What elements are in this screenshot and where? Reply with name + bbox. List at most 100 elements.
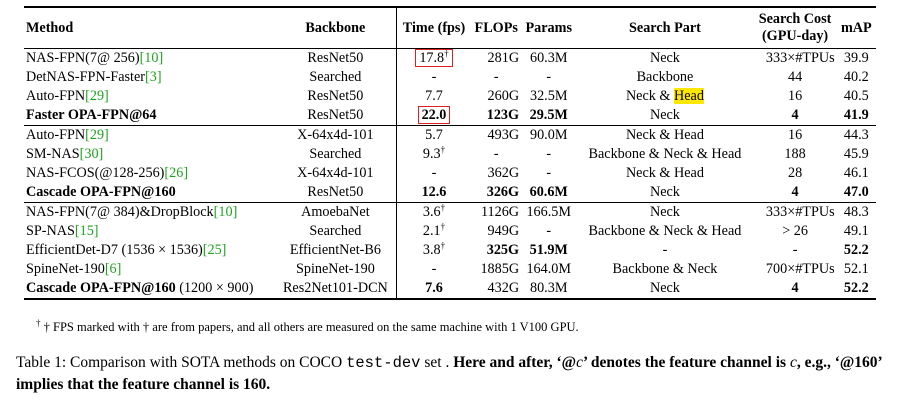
header-search-cost: Search Cost (GPU-day) xyxy=(753,6,837,49)
search-part-cell: Backbone & Neck xyxy=(612,261,718,277)
search-part-cell: Neck xyxy=(576,279,754,300)
map-cell: 52.2 xyxy=(836,279,876,300)
table-row: Cascade OPA-FPN@160 (1200 × 900) Res2Net… xyxy=(24,279,876,300)
caption-code: test-dev xyxy=(346,354,421,372)
backbone-cell: X-64x4d-101 xyxy=(275,125,397,145)
citation-link[interactable]: [29] xyxy=(85,88,109,104)
time-cell: - xyxy=(431,69,437,85)
caption-lead: Table 1: Comparison with SOTA methods on… xyxy=(16,354,343,371)
search-cost-cell: 188 xyxy=(784,146,806,162)
citation-link[interactable]: [6] xyxy=(104,261,122,277)
params-cell: - xyxy=(546,69,552,85)
flops-cell: 949G xyxy=(487,223,520,239)
method-cell: SM-NAS[30] xyxy=(26,146,104,162)
backbone-cell: ResNet50 xyxy=(275,87,397,106)
search-cost-cell: 44 xyxy=(787,69,803,85)
flops-cell: 362G xyxy=(487,165,520,181)
header-search-part: Search Part xyxy=(576,6,754,49)
flops-cell: 493G xyxy=(471,125,522,145)
flops-cell: 1885G xyxy=(480,261,520,277)
params-cell: 29.5M xyxy=(529,107,568,123)
search-part-cell: Backbone & Neck & Head xyxy=(588,146,742,162)
params-cell: - xyxy=(546,146,552,162)
map-cell: 40.5 xyxy=(843,88,869,104)
caption-bold-2: ’ denotes the feature channel is xyxy=(583,354,787,371)
table-row: SM-NAS[30] Searched 9.3† - - Backbone & … xyxy=(24,145,876,164)
time-cell: 7.6 xyxy=(396,279,472,300)
dagger-mark: † xyxy=(440,144,446,155)
flops-cell: 260G xyxy=(487,88,520,104)
dagger-mark: † xyxy=(444,48,449,59)
method-cell: EfficientDet-D7 (1536 × 1536)[25] xyxy=(26,242,227,258)
map-cell: 46.1 xyxy=(843,165,869,181)
highlight-box: 17.8† xyxy=(415,48,453,67)
map-cell: 47.0 xyxy=(843,184,869,200)
search-part-cell: Backbone xyxy=(636,69,694,85)
flops-cell: 325G xyxy=(486,242,520,258)
table-header-row: Method Backbone Time (fps) FLOPs Params … xyxy=(24,6,876,49)
citation-link[interactable]: [26] xyxy=(164,165,189,181)
highlight-box: 22.0 xyxy=(417,106,451,124)
table-row: Faster OPA-FPN@64 ResNet50 22.0 123G 29.… xyxy=(24,106,876,126)
time-cell: 17.8† xyxy=(396,49,471,69)
citation-link[interactable]: [3] xyxy=(145,69,162,85)
search-part-cell: Neck xyxy=(649,184,680,200)
params-cell: - xyxy=(546,165,552,181)
search-cost-cell: - xyxy=(792,242,798,258)
citation-link[interactable]: [29] xyxy=(85,127,109,143)
method-cell: Cascade OPA-FPN@160 (1200 × 900) xyxy=(24,279,276,300)
citation-link[interactable]: [25] xyxy=(202,242,227,258)
params-cell: 51.9M xyxy=(529,242,568,258)
citation-link[interactable]: [10] xyxy=(139,50,164,66)
method-cell: Cascade OPA-FPN@160 xyxy=(26,184,176,200)
backbone-cell: Searched xyxy=(275,145,397,164)
map-cell: 40.2 xyxy=(843,69,869,85)
citation-link[interactable]: [30] xyxy=(79,146,104,162)
search-part-cell: Backbone & Neck & Head xyxy=(588,223,742,239)
method-cell: DetNAS-FPN-Faster[3] xyxy=(26,69,162,85)
table-row: SP-NAS[15] Searched 2.1† 949G - Backbone… xyxy=(24,222,876,241)
dagger-mark: † xyxy=(440,202,446,213)
search-part-cell: - xyxy=(662,242,668,258)
time-cell: 7.7 xyxy=(425,88,443,104)
params-cell: 164.0M xyxy=(526,261,571,277)
table-row: Auto-FPN[29] ResNet50 7.7 260G 32.5M Nec… xyxy=(24,87,876,106)
highlighted-text: Head xyxy=(674,88,704,104)
time-cell: - xyxy=(431,261,437,277)
map-cell: 41.9 xyxy=(843,107,869,123)
search-part-cell: Neck xyxy=(649,50,680,66)
params-cell: 80.3M xyxy=(521,279,577,300)
header-search-cost-unit: (GPU-day) xyxy=(761,28,829,44)
flops-cell: 326G xyxy=(486,184,520,200)
table-row: Cascade OPA-FPN@160 ResNet50 12.6 326G 6… xyxy=(24,183,876,203)
flops-cell: - xyxy=(493,69,499,85)
method-cell: SpineNet-190[6] xyxy=(26,261,122,277)
params-cell: - xyxy=(546,223,552,239)
footnote-text: † FPS marked with † are from papers, and… xyxy=(43,320,579,334)
caption-bold-1: Here and after, ‘@ xyxy=(453,354,577,371)
flops-cell: 123G xyxy=(486,107,520,123)
header-map: mAP xyxy=(836,6,876,49)
flops-cell: 1126G xyxy=(471,202,522,222)
citation-link[interactable]: [15] xyxy=(74,223,99,239)
backbone-cell: SpineNet-190 xyxy=(275,260,397,279)
table-row: NAS-FPN(7@ 256)[10] ResNet50 17.8† 281G … xyxy=(24,48,876,69)
header-flops: FLOPs xyxy=(471,6,522,49)
dagger-mark: † xyxy=(440,221,446,232)
params-cell: 60.3M xyxy=(529,50,568,66)
caption-mid: set . xyxy=(424,354,450,371)
time-cell: 5.7 xyxy=(396,125,472,145)
time-cell: - xyxy=(431,165,437,181)
map-cell: 45.9 xyxy=(843,146,869,162)
map-cell: 39.9 xyxy=(843,50,869,66)
time-cell: 12.6 xyxy=(421,184,447,200)
search-cost-cell: 700×#TPUs xyxy=(765,261,835,277)
map-cell: 49.1 xyxy=(843,223,869,239)
citation-link[interactable]: [10] xyxy=(213,204,238,220)
search-part-cell: Neck & Head xyxy=(576,125,754,145)
search-cost-cell: 28 xyxy=(787,165,803,181)
map-cell: 44.3 xyxy=(836,125,876,145)
method-cell: NAS-FCOS(@128-256)[26] xyxy=(26,165,189,181)
table-caption: Table 1: Comparison with SOTA methods on… xyxy=(16,352,886,396)
header-search-cost-label: Search Cost xyxy=(758,11,832,27)
